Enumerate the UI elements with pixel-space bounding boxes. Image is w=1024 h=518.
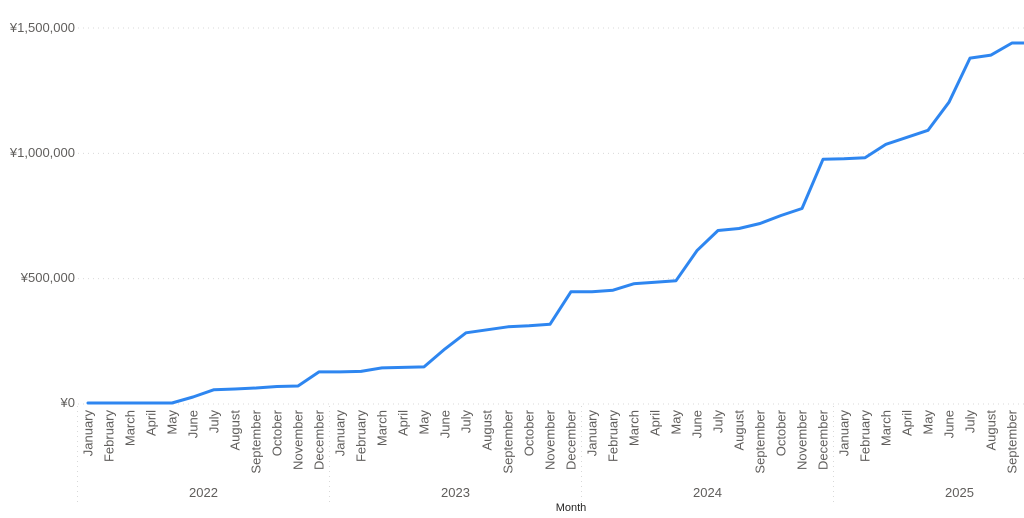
x-tick-label-month: June (438, 410, 453, 438)
x-tick-label-month: August (984, 410, 999, 451)
x-tick-label-month: April (396, 410, 411, 436)
x-tick-label-month: February (102, 410, 117, 463)
x-tick-label-month: December (564, 409, 579, 470)
x-tick-label-month: February (354, 410, 369, 463)
x-tick-label-month: June (690, 410, 705, 438)
x-tick-label-month: January (81, 410, 96, 457)
x-tick-label-month: August (732, 410, 747, 451)
y-axis-tick-label: ¥0 (60, 395, 75, 410)
x-tick-label-year: 2022 (189, 485, 218, 500)
x-tick-label-month: October (774, 409, 789, 456)
x-tick-label-month: June (186, 410, 201, 438)
x-tick-label-month: January (333, 410, 348, 457)
revenue-line-series[interactable] (86, 41, 1024, 405)
x-tick-label-month: March (123, 410, 138, 446)
y-axis-tick-label: ¥500,000 (20, 270, 75, 285)
x-tick-label-month: September (753, 409, 768, 473)
x-tick-label-month: April (144, 410, 159, 436)
y-axis-tick-label: ¥1,500,000 (9, 20, 75, 35)
x-tick-label-month: August (480, 410, 495, 451)
x-tick-label-year: 2024 (693, 485, 722, 500)
x-tick-label-month: April (648, 410, 663, 436)
x-tick-label-month: January (837, 410, 852, 457)
x-tick-label-month: March (375, 410, 390, 446)
x-tick-label-month: September (1005, 409, 1020, 473)
x-tick-label-year: 2023 (441, 485, 470, 500)
x-tick-label-month: July (963, 410, 978, 434)
x-tick-label-month: February (606, 410, 621, 463)
x-tick-label-month: May (417, 410, 432, 435)
x-tick-label-month: October (270, 409, 285, 456)
x-tick-label-month: December (312, 409, 327, 470)
x-tick-label-month: March (879, 410, 894, 446)
x-tick-label-month: March (627, 410, 642, 446)
x-tick-label-month: April (900, 410, 915, 436)
x-tick-label-month: May (669, 410, 684, 435)
x-tick-label-year: 2025 (945, 485, 974, 500)
x-tick-label-month: June (942, 410, 957, 438)
x-tick-label-month: September (249, 409, 264, 473)
x-tick-label-month: November (543, 409, 558, 470)
x-tick-label-month: November (795, 409, 810, 470)
x-tick-label-month: May (165, 410, 180, 435)
x-tick-label-month: October (522, 409, 537, 456)
x-tick-label-month: May (921, 410, 936, 435)
x-tick-label-month: July (711, 410, 726, 434)
x-tick-label-month: July (459, 410, 474, 434)
x-tick-label-month: November (291, 409, 306, 470)
x-tick-label-month: August (228, 410, 243, 451)
x-tick-label-month: January (585, 410, 600, 457)
x-tick-label-month: December (816, 409, 831, 470)
x-tick-label-month: February (858, 410, 873, 463)
x-axis-title: Month (555, 502, 587, 514)
x-tick-label-month: September (501, 409, 516, 473)
x-tick-label-month: July (207, 410, 222, 434)
y-axis-tick-label: ¥1,000,000 (9, 145, 75, 160)
